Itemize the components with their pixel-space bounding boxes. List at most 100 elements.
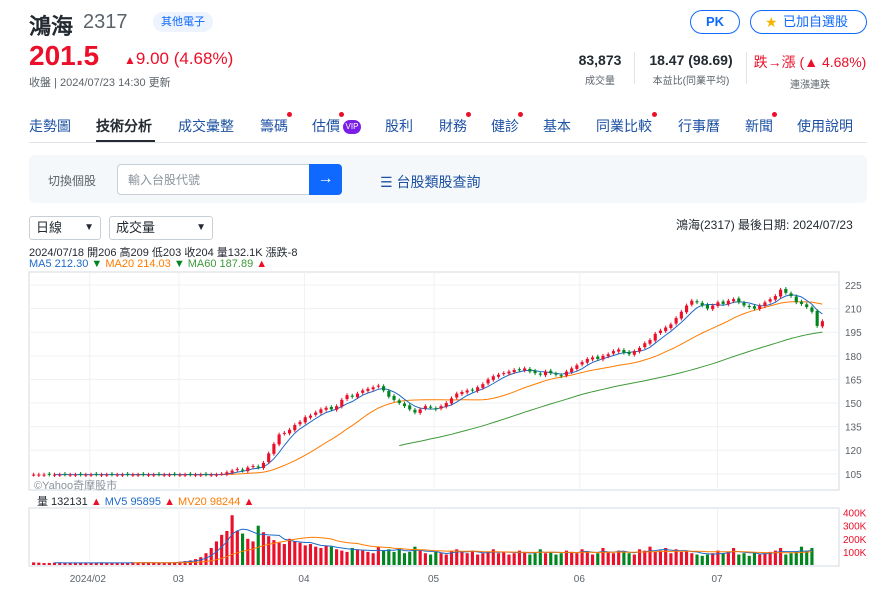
volume-bar — [674, 549, 678, 565]
volume-bar — [84, 562, 88, 565]
divider — [746, 52, 747, 84]
pk-button[interactable]: PK — [690, 10, 740, 34]
tab-help[interactable]: 使用說明 — [797, 118, 853, 134]
candle-body — [225, 472, 229, 475]
tab-trades[interactable]: 成交彙整 — [178, 118, 234, 134]
volume-bar — [319, 547, 323, 565]
category-badge[interactable]: 其他電子 — [153, 12, 213, 32]
tab-dividend[interactable]: 股利 — [385, 118, 413, 134]
candle-body — [376, 385, 380, 387]
volume-bar — [716, 550, 720, 565]
volume-bar — [789, 553, 793, 565]
tab-valuation[interactable]: 估價 VIP — [312, 112, 361, 136]
candle-body — [146, 474, 151, 476]
candle-body — [382, 386, 386, 391]
stat-volume-value: 83,873 — [578, 52, 622, 68]
candle-body — [784, 288, 788, 293]
volume-bar — [79, 562, 83, 565]
candle-body — [799, 301, 804, 304]
candle-body — [418, 409, 422, 413]
volume-bar — [627, 553, 631, 565]
volume-bar — [131, 562, 135, 565]
tab-chips[interactable]: 籌碼 — [260, 112, 292, 136]
candle-body — [632, 351, 636, 355]
watchlist-button[interactable]: ★ 已加自選股 — [750, 10, 867, 34]
tab-peer-compare-label: 同業比較 — [596, 118, 652, 134]
period-select[interactable]: 日線 ▼ — [29, 216, 101, 240]
ma-legend: MA5 212.30 ▼ MA20 214.03 ▼ MA60 187.89 ▲ — [29, 258, 267, 270]
volume-bar — [261, 532, 266, 565]
volume-bar — [700, 555, 704, 565]
candle-body — [476, 387, 480, 391]
tab-calendar[interactable]: 行事曆 — [678, 118, 720, 134]
tab-health-label: 健診 — [491, 118, 519, 134]
volume-bar — [773, 550, 777, 565]
candle-body — [350, 395, 354, 397]
candle-body — [355, 393, 360, 398]
candle-body — [752, 306, 757, 309]
volume-bar — [434, 551, 438, 565]
go-button[interactable]: → — [309, 164, 342, 195]
tab-trend[interactable]: 走勢圖 — [29, 118, 71, 134]
notification-dot — [518, 112, 523, 117]
volume-bar — [794, 551, 798, 565]
volume-bar — [643, 550, 647, 565]
candle-body — [408, 405, 412, 410]
candle-body — [810, 307, 814, 312]
candle-body — [214, 474, 219, 476]
stat-streak-value: 跌→漲 (▲ 4.68%) — [753, 54, 867, 70]
stock-code-input[interactable] — [117, 164, 309, 195]
volume-bar — [517, 550, 521, 565]
tab-technical[interactable]: 技術分析 — [96, 118, 152, 134]
candle-body — [94, 473, 98, 475]
candle-body — [199, 474, 203, 476]
list-icon: ☰ — [380, 174, 397, 190]
candle-body — [779, 289, 783, 297]
volume-bar — [554, 554, 558, 565]
ma5-legend: MA5 212.30 — [29, 258, 89, 270]
tab-health[interactable]: 健診 — [491, 112, 523, 136]
notification-dot — [466, 112, 471, 117]
volume-bar — [126, 562, 130, 565]
indicator-select[interactable]: 成交量 ▼ — [109, 216, 213, 240]
volume-bar — [439, 553, 443, 565]
candle-body — [47, 473, 51, 475]
tab-basic[interactable]: 基本 — [543, 118, 571, 134]
volume-bar — [423, 553, 427, 565]
candle-body — [559, 375, 563, 377]
tab-financials[interactable]: 財務 — [439, 112, 471, 136]
volume-bar — [157, 562, 161, 565]
y-tick-label: 120 — [845, 446, 862, 457]
volume-bar — [664, 547, 668, 565]
category-lookup-link[interactable]: ☰ 台股類股查詢 — [380, 172, 480, 192]
tab-financials-label: 財務 — [439, 118, 467, 134]
volume-bar — [601, 547, 605, 565]
volume-bar — [340, 550, 344, 565]
candle-body — [611, 351, 616, 354]
candle-body — [387, 390, 391, 397]
candle-body — [162, 474, 166, 476]
candle-body — [261, 462, 266, 469]
volume-bar — [324, 545, 328, 565]
stat-streak-label: 連漲連跌 — [790, 80, 830, 91]
candle-body — [815, 310, 819, 326]
candle-body — [596, 356, 600, 359]
candle-body — [178, 474, 182, 476]
volume-tick-label: 400K — [843, 509, 867, 520]
ma60-line — [399, 331, 823, 447]
tab-peer-compare[interactable]: 同業比較 — [596, 112, 657, 136]
candle-body — [235, 469, 239, 471]
candle-body — [272, 443, 276, 454]
tab-news[interactable]: 新聞 — [745, 112, 777, 136]
volume-bar — [596, 553, 600, 565]
candle-body — [131, 474, 135, 476]
candle-body — [329, 406, 333, 410]
current-price: 201.5 — [29, 40, 100, 71]
candle-body — [267, 453, 271, 463]
candle-body — [549, 370, 553, 374]
ma20-line — [132, 301, 823, 476]
volume-bar — [355, 549, 360, 565]
volume-bar — [590, 554, 595, 565]
candle-body — [617, 349, 621, 352]
